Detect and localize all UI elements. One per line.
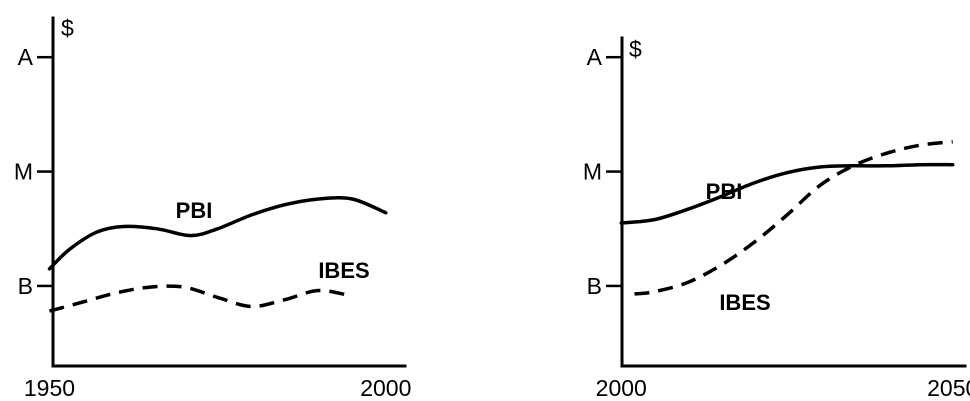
series-label-ibes: IBES bbox=[719, 290, 770, 315]
series-line-pbi bbox=[47, 196, 388, 271]
y-tick-label: B bbox=[587, 273, 602, 299]
x-tick-label: 2000 bbox=[360, 375, 411, 401]
y-tick-label: M bbox=[583, 159, 602, 185]
y-axis-label: $ bbox=[629, 36, 642, 62]
series-label-pbi: PBI bbox=[176, 198, 213, 223]
chart-panel-left: $ B M A 1950 2000 PBI IBES bbox=[14, 15, 412, 401]
y-tick-label: M bbox=[14, 159, 33, 185]
series-line-ibes bbox=[634, 140, 953, 296]
y-tick-label: A bbox=[587, 44, 603, 70]
series-line-pbi bbox=[619, 162, 955, 225]
y-axis-label: $ bbox=[61, 15, 74, 41]
series-line-ibes bbox=[49, 284, 353, 313]
y-tick-label: A bbox=[18, 44, 34, 70]
y-tick-label: B bbox=[18, 273, 33, 299]
chart-panel-right: $ B M A 2000 2050 PBI IBES bbox=[583, 36, 970, 401]
series-label-pbi: PBI bbox=[706, 179, 743, 204]
series-label-ibes: IBES bbox=[318, 258, 369, 283]
axis-lines bbox=[620, 36, 967, 368]
x-tick-label: 1950 bbox=[24, 375, 75, 401]
axis-lines bbox=[51, 16, 407, 368]
x-tick-label: 2000 bbox=[596, 375, 647, 401]
x-tick-label: 2050 bbox=[927, 375, 970, 401]
